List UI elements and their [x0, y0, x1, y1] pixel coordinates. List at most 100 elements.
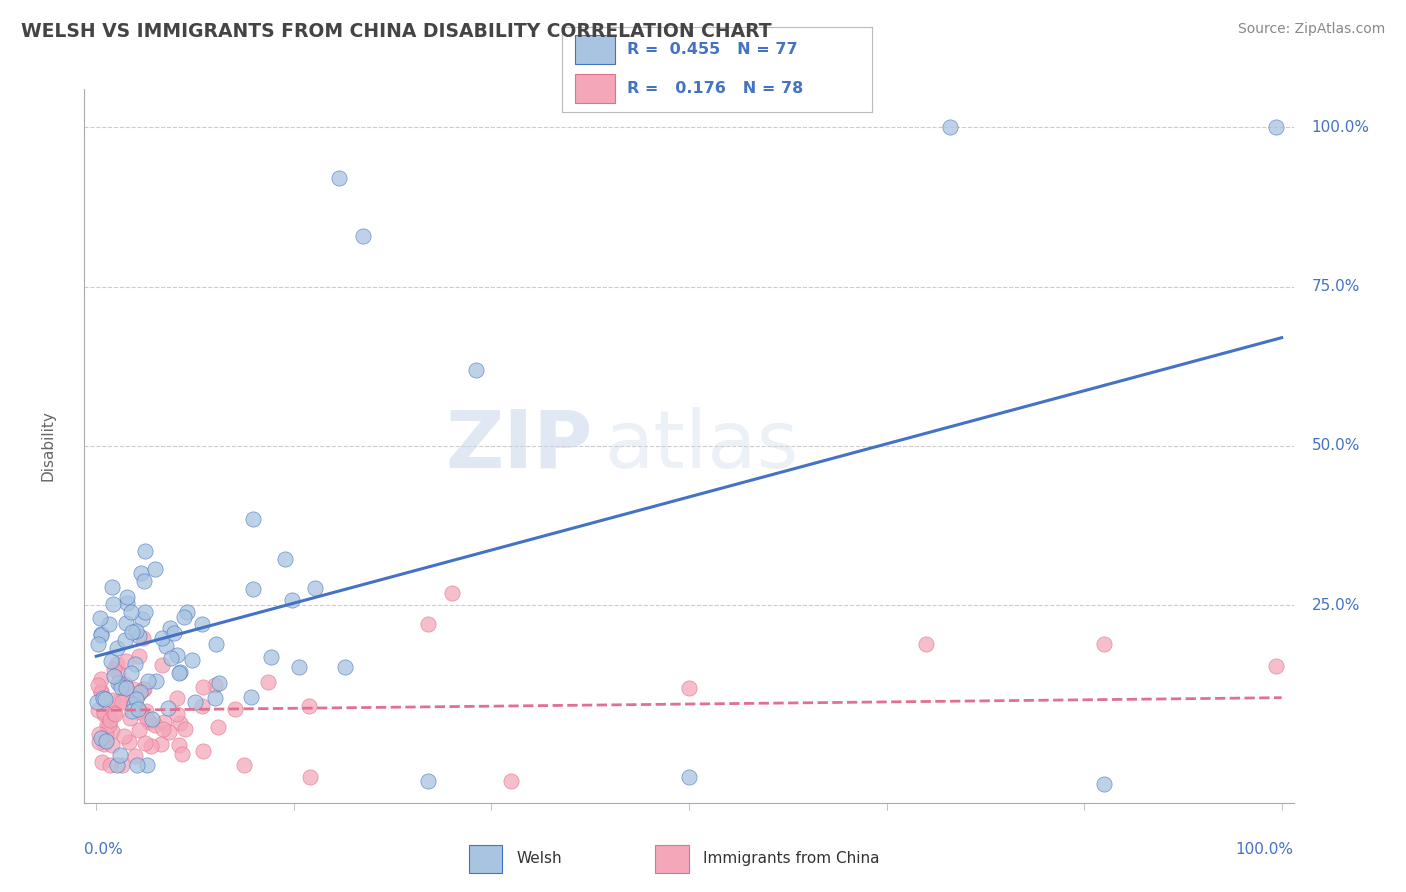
Point [89, 611, 111, 625]
Point [153, 715, 176, 730]
Point [128, 649, 150, 664]
Text: 50.0%: 50.0% [1312, 439, 1360, 453]
Point [169, 716, 191, 731]
Point [288, 659, 311, 673]
Point [193, 744, 215, 758]
Point [112, 729, 135, 743]
Point [128, 686, 150, 700]
Point [105, 640, 128, 655]
Point [163, 626, 186, 640]
Point [166, 706, 188, 721]
Point [136, 674, 159, 689]
Point [87, 678, 110, 692]
Point [193, 680, 215, 694]
Point [145, 673, 167, 688]
Point [132, 631, 155, 645]
Point [98, 757, 121, 772]
Point [87, 727, 110, 741]
Point [121, 625, 143, 640]
Point [149, 737, 172, 751]
Point [94, 727, 117, 741]
Text: Welsh: Welsh [516, 851, 562, 866]
Point [96, 717, 118, 731]
Point [204, 690, 226, 705]
Point [224, 702, 246, 716]
Point [122, 698, 145, 712]
Point [94, 692, 117, 706]
Point [114, 676, 136, 690]
Point [134, 605, 156, 619]
Point [128, 629, 150, 643]
Point [191, 698, 214, 713]
Point [86, 695, 108, 709]
Point [1092, 777, 1115, 791]
Text: 0.0%: 0.0% [84, 842, 124, 857]
Point [127, 689, 149, 703]
Point [101, 738, 124, 752]
Point [115, 615, 138, 630]
Point [90, 626, 112, 640]
Point [93, 706, 115, 721]
Text: 75.0%: 75.0% [1312, 279, 1360, 294]
Point [205, 637, 228, 651]
Point [150, 631, 173, 645]
Point [180, 653, 202, 667]
Point [169, 738, 191, 752]
Point [257, 674, 280, 689]
Point [915, 636, 938, 650]
Point [100, 654, 122, 668]
Point [170, 747, 193, 761]
Text: Source: ZipAtlas.com: Source: ZipAtlas.com [1237, 22, 1385, 37]
Point [98, 717, 121, 731]
Point [107, 675, 129, 690]
Point [93, 737, 115, 751]
Point [115, 681, 138, 695]
Point [124, 749, 146, 764]
Point [127, 701, 149, 715]
FancyBboxPatch shape [468, 845, 502, 872]
Point [90, 731, 112, 745]
Point [1264, 658, 1286, 673]
Point [464, 362, 486, 376]
Point [98, 617, 121, 632]
Point [103, 706, 125, 720]
Point [204, 678, 226, 692]
Point [297, 699, 319, 714]
Point [96, 733, 118, 747]
Point [90, 755, 112, 769]
Point [157, 724, 180, 739]
Point [91, 690, 114, 705]
Point [1264, 120, 1286, 135]
Point [94, 734, 117, 748]
Point [134, 736, 156, 750]
Point [124, 624, 146, 639]
Point [150, 658, 173, 673]
Text: Immigrants from China: Immigrants from China [703, 851, 880, 866]
Point [304, 582, 326, 596]
Point [125, 692, 148, 706]
Point [103, 597, 125, 611]
Point [274, 552, 297, 566]
Point [166, 691, 188, 706]
Point [121, 705, 143, 719]
Point [298, 770, 321, 784]
Point [333, 660, 356, 674]
Point [120, 605, 142, 619]
Text: Disability: Disability [41, 410, 56, 482]
Point [134, 574, 156, 589]
Point [114, 632, 136, 647]
Point [117, 596, 139, 610]
Point [174, 723, 197, 737]
Point [128, 723, 150, 738]
Point [101, 692, 124, 706]
Text: 100.0%: 100.0% [1312, 120, 1369, 135]
Point [678, 770, 700, 784]
Point [131, 612, 153, 626]
Point [678, 681, 700, 695]
Point [90, 684, 112, 698]
Point [169, 665, 191, 679]
Point [90, 628, 112, 642]
FancyBboxPatch shape [655, 845, 689, 872]
Text: WELSH VS IMMIGRANTS FROM CHINA DISABILITY CORRELATION CHART: WELSH VS IMMIGRANTS FROM CHINA DISABILIT… [21, 22, 772, 41]
Point [184, 695, 207, 709]
